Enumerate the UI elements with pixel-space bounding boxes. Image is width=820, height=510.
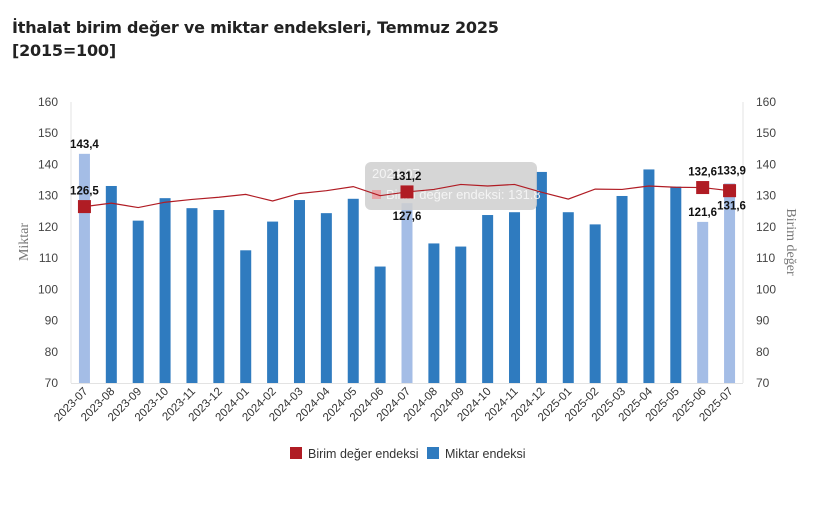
- bar-2024-07[interactable]: [401, 203, 413, 383]
- y-tick-left: 120: [38, 220, 58, 234]
- bar-2024-03[interactable]: [293, 200, 305, 383]
- bar-2023-07[interactable]: [78, 153, 90, 383]
- y-tick-right: 100: [756, 282, 776, 296]
- chart-title: İthalat birim değer ve miktar endeksleri…: [12, 16, 499, 62]
- data-label: 143,4: [70, 139, 99, 151]
- y-tick-right: 160: [756, 95, 776, 109]
- chart-title-line1: İthalat birim değer ve miktar endeksleri…: [12, 18, 499, 37]
- data-label: 126,5: [70, 186, 99, 198]
- y-tick-left: 150: [38, 126, 58, 140]
- data-label: 121,6: [688, 207, 717, 219]
- y-tick-right: 70: [756, 376, 770, 390]
- line-marker-2025-07[interactable]: [723, 184, 737, 198]
- bar-2024-11[interactable]: [509, 212, 521, 383]
- bar-2024-08[interactable]: [428, 243, 440, 383]
- y-tick-left: 160: [38, 95, 58, 109]
- legend-swatch-birim-deger: [290, 447, 302, 459]
- y-axis-right: 70 80 90 100 110 120 130 140 150 160: [756, 95, 776, 390]
- tooltip-title: 2024-07: [372, 166, 420, 181]
- legend-item-birim-deger[interactable]: Birim değer endeksi: [290, 447, 418, 461]
- bar-2024-04[interactable]: [320, 213, 332, 383]
- bar-2023-10[interactable]: [159, 198, 171, 383]
- bar-2023-09[interactable]: [132, 220, 144, 383]
- chart-title-line2: [2015=100]: [12, 41, 116, 60]
- y-tick-right: 140: [756, 157, 776, 171]
- bar-2025-06[interactable]: [697, 221, 709, 383]
- bar-2025-07[interactable]: [724, 183, 736, 383]
- line-marker-2023-07[interactable]: [77, 200, 91, 214]
- y-tick-left: 100: [38, 282, 58, 296]
- bar-2024-05[interactable]: [347, 198, 359, 383]
- y-tick-right: 110: [756, 251, 775, 265]
- bar-2023-12[interactable]: [213, 210, 225, 383]
- bar-2024-02[interactable]: [267, 221, 279, 383]
- line-series-birim-deger: [77, 181, 737, 214]
- bar-2025-05[interactable]: [670, 186, 682, 383]
- y-axis-right-title: Birim değer: [783, 208, 798, 276]
- legend-label-miktar: Miktar endeksi: [445, 447, 526, 461]
- y-tick-left: 70: [45, 376, 59, 390]
- y-axis-left: 70 80 90 100 110 120 130 140 150 160: [38, 95, 58, 390]
- legend: Birim değer endeksi Miktar endeksi: [290, 447, 526, 461]
- bar-2024-09[interactable]: [455, 246, 467, 383]
- bar-series-miktar: [78, 153, 736, 383]
- legend-swatch-miktar: [427, 447, 439, 459]
- y-tick-right: 120: [756, 220, 776, 234]
- bar-2024-06[interactable]: [374, 266, 386, 383]
- bar-2025-04[interactable]: [643, 169, 655, 383]
- bar-2023-08[interactable]: [105, 185, 117, 383]
- bar-2024-12[interactable]: [535, 171, 547, 383]
- y-axis-left-title: Miktar: [17, 223, 32, 261]
- bar-2025-03[interactable]: [616, 195, 628, 383]
- y-tick-left: 140: [38, 157, 58, 171]
- y-tick-left: 90: [45, 314, 59, 328]
- data-labels: 143,4 126,5 131,2 127,6 132,6 121,6 133,9 131,6: [70, 139, 746, 223]
- y-tick-right: 130: [756, 189, 776, 203]
- data-label: 127,6: [393, 211, 422, 223]
- y-tick-left: 80: [45, 345, 59, 359]
- bar-2025-01[interactable]: [562, 212, 574, 383]
- legend-item-miktar[interactable]: Miktar endeksi: [427, 447, 526, 461]
- line-marker-2025-06[interactable]: [696, 181, 710, 195]
- line-marker-2024-07[interactable]: [400, 185, 414, 199]
- legend-label-birim-deger: Birim değer endeksi: [308, 447, 418, 461]
- y-tick-right: 150: [756, 126, 776, 140]
- data-label: 133,9: [717, 165, 746, 177]
- y-tick-right: 90: [756, 314, 770, 328]
- bar-2025-02[interactable]: [589, 224, 601, 383]
- y-tick-left: 110: [39, 251, 58, 265]
- data-label: 131,2: [393, 171, 422, 183]
- bar-2024-01[interactable]: [240, 250, 252, 383]
- y-tick-right: 80: [756, 345, 770, 359]
- data-label: 131,6: [717, 201, 746, 213]
- y-tick-left: 130: [38, 189, 58, 203]
- data-label: 132,6: [688, 167, 717, 179]
- bar-2024-10[interactable]: [482, 215, 494, 383]
- x-axis-labels: 2023-072023-082023-092023-102023-112023-…: [52, 385, 735, 424]
- bar-2023-11[interactable]: [186, 208, 198, 383]
